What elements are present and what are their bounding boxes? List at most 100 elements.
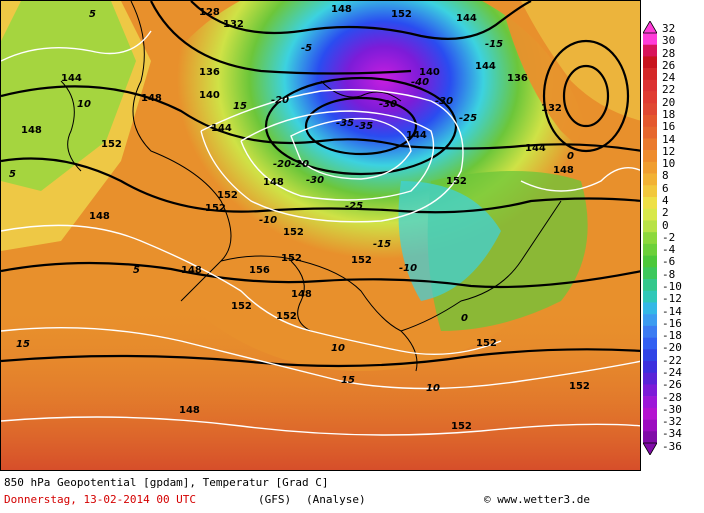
colorbar-label: -4 [662,245,675,255]
temp-label: -30 [379,99,397,110]
colorbar-cell [643,80,657,92]
colorbar-label: -12 [662,294,682,304]
geo-label: 148 [263,177,284,188]
temp-label: -15 [485,39,503,50]
temp-label: -25 [345,201,363,212]
geo-label: 144 [406,130,427,141]
temp-label: -10 [399,263,417,274]
temp-label: 10 [426,383,440,394]
colorbar-cell [643,127,657,139]
colorbar-cell [643,150,657,162]
colorbar-label: -34 [662,429,682,439]
colorbar-cell [643,162,657,174]
colorbar-label: -10 [662,282,682,292]
colorbar-label: 18 [662,110,675,120]
colorbar-label: 26 [662,61,675,71]
colorbar-cell [643,384,657,396]
colorbar-label: -6 [662,257,675,267]
colorbar-cell [643,56,657,68]
geo-label: 136 [507,73,528,84]
temp-label: -5 [301,43,312,54]
colorbar-bottom-arrow [643,443,657,455]
geo-label: 148 [291,289,312,300]
temp-label: 5 [89,9,96,20]
run-type: (Analyse) [306,493,366,506]
date-line: Donnerstag, 13-02-2014 00 UTC [4,493,196,506]
colorbar-label: -14 [662,307,682,317]
colorbar-cell [643,338,657,350]
geo-label: 152 [391,9,412,20]
copyright: © www.wetter3.de [484,493,590,506]
temp-label: -40 [411,77,429,88]
temp-label: -15 [373,239,391,250]
colorbar-cell [643,92,657,104]
colorbar-cell [643,431,657,443]
colorbar-cell [643,302,657,314]
temp-label: 10 [331,343,345,354]
colorbar-cell [643,244,657,256]
map-canvas: 128 132 148 152 144 144 140 136 148 152 … [1,1,641,471]
geo-label: 148 [553,165,574,176]
parameter-line: 850 hPa Geopotential [gpdam], Temperatur… [4,476,329,489]
colorbar-label: -18 [662,331,682,341]
temp-label: -30 [435,96,453,107]
colorbar-label: -28 [662,393,682,403]
colorbar-label: -36 [662,442,682,452]
colorbar-label: -8 [662,270,675,280]
geo-label: 152 [281,253,302,264]
colorbar-cell [643,103,657,115]
colorbar-cell [643,45,657,57]
geo-label: 136 [199,67,220,78]
colorbar-label: -32 [662,417,682,427]
colorbar-cell [643,185,657,197]
temp-label: 15 [16,339,30,350]
temp-label: -10 [259,215,277,226]
colorbar-cell [643,220,657,232]
colorbar-cell [643,267,657,279]
geo-label: 152 [283,227,304,238]
colorbar-label: 32 [662,24,675,34]
temp-label: 5 [9,169,16,180]
model-name: (GFS) [258,493,291,506]
temp-label: -35 [355,121,373,132]
geo-label: 152 [569,381,590,392]
geo-label: 144 [211,123,232,134]
temperature-colorbar [643,21,657,455]
colorbar-cell [643,138,657,150]
colorbar-label: 30 [662,36,675,46]
colorbar-cell [643,279,657,291]
colorbar-label: 2 [662,208,669,218]
colorbar-label: 28 [662,49,675,59]
temp-label: -20 [273,159,291,170]
geo-label: 148 [141,93,162,104]
temp-label: -35 [336,118,354,129]
colorbar-label: 12 [662,147,675,157]
geo-label: 144 [456,13,477,24]
colorbar-cell [643,209,657,221]
geo-label: 148 [331,4,352,15]
colorbar-label: 6 [662,184,669,194]
geo-label: 152 [476,338,497,349]
colorbar-cell [643,232,657,244]
colorbar-label: -22 [662,356,682,366]
colorbar-label: 4 [662,196,669,206]
geo-label: 144 [475,61,496,72]
colorbar-label: -2 [662,233,675,243]
temp-label: -20 [291,159,309,170]
colorbar-cell [643,174,657,186]
colorbar-cell [643,349,657,361]
geo-label: 152 [451,421,472,432]
geo-label: 148 [181,265,202,276]
geo-label: 152 [351,255,372,266]
temp-label: 5 [133,265,140,276]
colorbar-label: 14 [662,135,675,145]
colorbar-cell [643,197,657,209]
temp-label: -25 [459,113,477,124]
colorbar-cell [643,115,657,127]
geo-label: 140 [199,90,220,101]
colorbar-label: -26 [662,380,682,390]
geo-label: 152 [231,301,252,312]
colorbar-cell [643,408,657,420]
colorbar-cell [643,420,657,432]
colorbar-label: 24 [662,73,675,83]
